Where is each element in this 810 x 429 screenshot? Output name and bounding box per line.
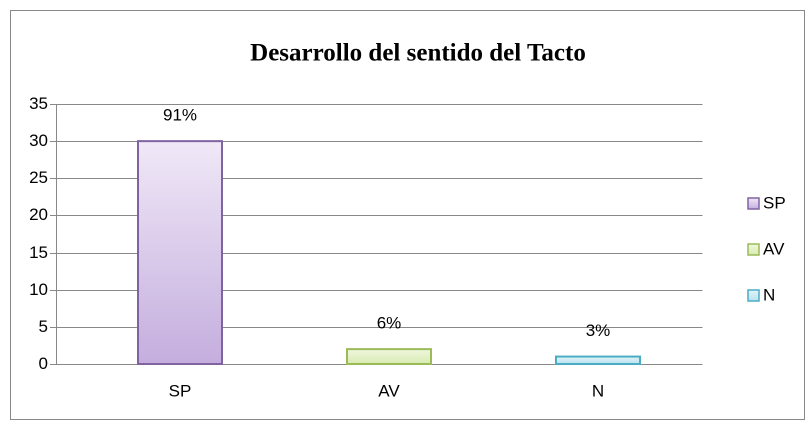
data-label: 6%	[377, 314, 402, 333]
data-label: 3%	[586, 321, 611, 340]
chart-title: Desarrollo del sentido del Tacto	[250, 40, 586, 67]
y-tick-label: 25	[29, 168, 48, 187]
x-tick-label: SP	[169, 381, 192, 400]
bar	[555, 355, 641, 366]
legend-swatch	[747, 197, 760, 210]
y-tick-label: 10	[29, 280, 48, 299]
legend-label: N	[763, 285, 775, 304]
y-tick-label: 15	[29, 243, 48, 262]
bar	[346, 348, 432, 365]
y-tick-label: 5	[39, 317, 48, 336]
data-label: 91%	[163, 106, 197, 125]
legend-swatch	[747, 289, 760, 302]
legend-swatch	[747, 243, 760, 256]
y-tick-label: 20	[29, 205, 48, 224]
x-tick-label: N	[592, 381, 604, 400]
y-tick-label: 0	[39, 354, 48, 373]
bar	[137, 140, 223, 365]
legend-label: SP	[763, 193, 786, 212]
y-tick-label: 35	[29, 94, 48, 113]
x-tick-label: AV	[378, 381, 400, 400]
y-tick-label: 30	[29, 131, 48, 150]
legend-label: AV	[763, 239, 785, 258]
